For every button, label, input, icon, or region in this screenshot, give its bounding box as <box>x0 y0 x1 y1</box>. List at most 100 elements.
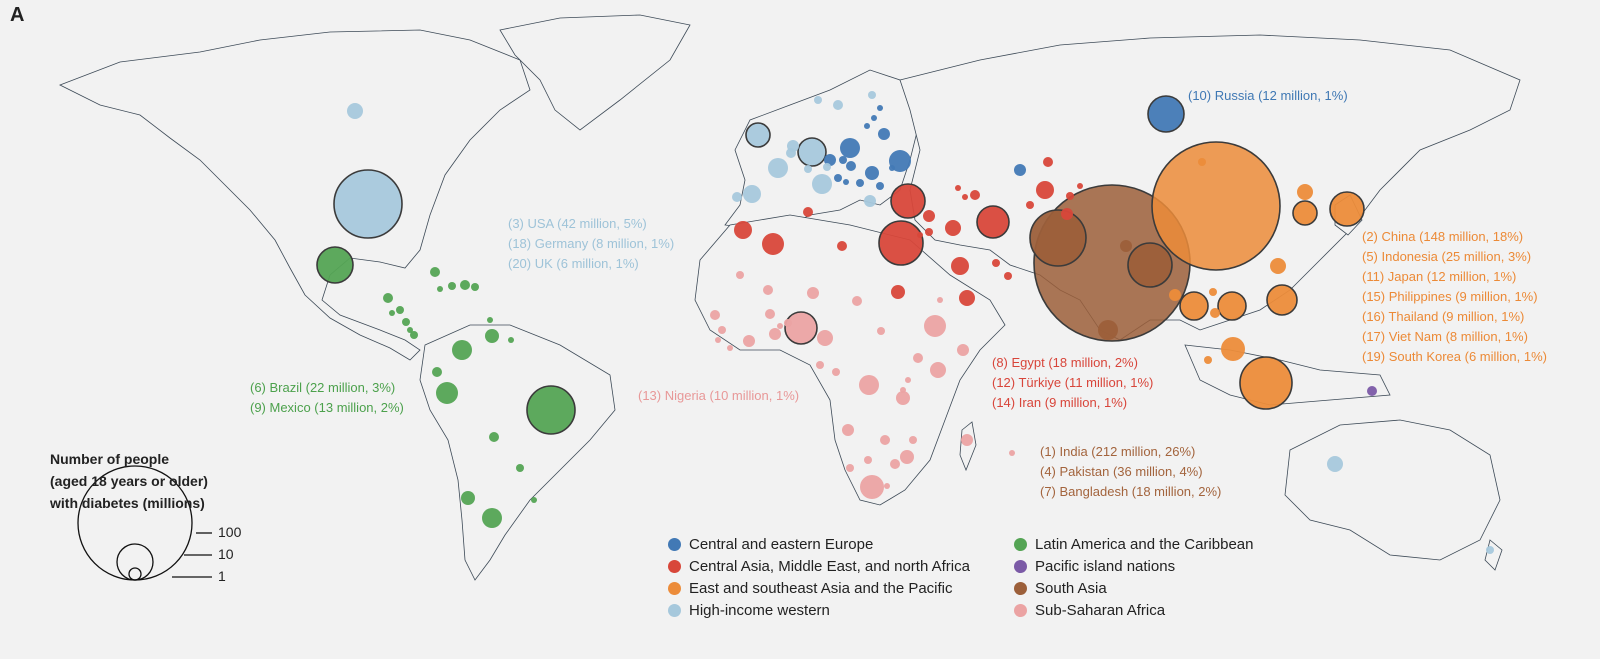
legend-item-central-asia-mena: Central Asia, Middle East, and north Afr… <box>668 558 970 575</box>
size-legend-title-line-2: (aged 18 years or older) <box>50 473 208 489</box>
size-legend-label-100: 100 <box>218 524 242 540</box>
bubble-argentina <box>482 508 502 528</box>
madagascar-outline <box>959 421 977 472</box>
bubble-tajikistan <box>1066 192 1074 200</box>
annotation-philippines: (15) Philippines (9 million, 1%) <box>1362 289 1538 304</box>
bubble-mali <box>763 285 773 295</box>
size-legend-title-line-1: Number of people <box>50 451 170 467</box>
bubble-south-korea <box>1292 200 1318 226</box>
legend-label: Central and eastern Europe <box>689 536 874 553</box>
bubble-dominican-rep <box>460 280 470 290</box>
bubble-china <box>1151 141 1281 271</box>
bubble-uk <box>745 122 771 148</box>
bubble-uganda <box>913 353 923 363</box>
bubble-cote-divoire <box>743 335 755 347</box>
annotation-iran: (14) Iran (9 million, 1%) <box>992 395 1128 410</box>
bubble-zimbabwe <box>890 459 900 469</box>
annotation-bangladesh: (7) Bangladesh (18 million, 2%) <box>1040 484 1222 499</box>
size-legend-circle-1 <box>128 567 142 581</box>
bubble-gabon <box>816 361 824 369</box>
bubble-libya <box>837 241 847 251</box>
bubble-uzbekistan <box>1036 181 1054 199</box>
bubble-belarus <box>878 128 890 140</box>
legend-label: Latin America and the Caribbean <box>1035 536 1254 553</box>
bubble-guatemala <box>383 293 393 303</box>
bubble-vietnam <box>1217 291 1247 321</box>
bubble-tunisia <box>803 207 813 217</box>
bubble-ecuador <box>432 367 442 377</box>
bubble-rwanda <box>905 377 911 383</box>
bubble-panama <box>410 331 418 339</box>
bubble-israel <box>917 232 923 238</box>
annotation-pakistan: (4) Pakistan (36 million, 4%) <box>1040 464 1203 479</box>
new-zealand-outline <box>1484 539 1503 571</box>
bubble-mauritius <box>1009 450 1015 456</box>
bubble-thailand <box>1179 291 1209 321</box>
bubble-indonesia <box>1239 356 1293 410</box>
bubble-tanzania <box>896 391 910 405</box>
size-legend-title: Number of people (aged 18 years or older… <box>50 448 208 514</box>
bubble-myanmar <box>1169 289 1181 301</box>
bubble-jordan <box>925 228 933 236</box>
bubble-new-zealand <box>1486 546 1494 554</box>
legend-swatch <box>668 604 681 617</box>
bubble-bangladesh <box>1127 242 1173 288</box>
bubble-cuba <box>430 267 440 277</box>
bubble-madagascar <box>961 434 973 446</box>
bubble-canada <box>347 103 363 119</box>
bubble-laos <box>1209 288 1217 296</box>
bubble-mexico <box>316 246 354 284</box>
bubble-ethiopia <box>924 315 946 337</box>
bubble-turkmenistan <box>1026 201 1034 209</box>
legend-label: High-income western <box>689 602 830 619</box>
bubble-uruguay <box>531 497 537 503</box>
bubble-iran <box>976 205 1010 239</box>
bubble-georgia <box>955 185 961 191</box>
bubble-venezuela <box>485 329 499 343</box>
bubble-haiti <box>448 282 456 290</box>
panel-label: A <box>10 4 25 26</box>
legend-swatch <box>668 538 681 551</box>
bubble-cameroon <box>817 330 833 346</box>
bubble-kenya <box>930 362 946 378</box>
bubble-iraq <box>945 220 961 236</box>
country-bubbles <box>316 91 1494 554</box>
bubble-mongolia-n <box>1043 157 1053 167</box>
annotation-japan: (11) Japan (12 million, 1%) <box>1362 269 1517 284</box>
bubble-portugal <box>732 192 742 202</box>
size-legend-circles <box>77 465 212 581</box>
annotation-mexico: (9) Mexico (13 million, 2%) <box>250 400 404 415</box>
bubble-poland <box>840 138 860 158</box>
bubble-sierra-leone <box>715 337 721 343</box>
bubble-guyana <box>508 337 514 343</box>
bubble-morocco <box>734 221 752 239</box>
annotation-nigeria-line: (13) Nigeria (10 million, 1%) <box>638 388 800 403</box>
bubble-oman <box>1004 272 1012 280</box>
bubble-russia <box>1147 95 1185 133</box>
bubble-latvia <box>871 115 877 121</box>
legend-swatch <box>668 582 681 595</box>
annotation-nigeria: (13) Nigeria (10 million, 1%) <box>638 386 799 406</box>
bubble-norway <box>814 96 822 104</box>
bubble-switzerland <box>804 165 812 173</box>
bubble-colombia <box>452 340 472 360</box>
bubble-burundi <box>900 387 906 393</box>
bubble-kazakhstan <box>1014 164 1026 176</box>
annotation-germany: (18) Germany (8 million, 1%) <box>508 236 675 251</box>
bubble-benin <box>784 319 792 327</box>
bubble-singapore <box>1204 356 1212 364</box>
bubble-hungary <box>846 161 856 171</box>
bubble-trinidad <box>487 317 493 323</box>
annotation-russia: (10) Russia (12 million, 1%) <box>1188 86 1348 106</box>
bubble-puerto-rico <box>471 283 479 291</box>
bubble-malawi <box>909 436 917 444</box>
bubble-slovakia <box>839 156 847 164</box>
bubble-germany <box>797 137 827 167</box>
annotation-brazil: (6) Brazil (22 million, 3%) <box>250 380 396 395</box>
bubble-saudi-arabia <box>951 257 969 275</box>
bubble-mauritania <box>736 271 744 279</box>
bubble-spain <box>743 185 761 203</box>
north-america-outline <box>59 29 531 361</box>
bubble-pakistan <box>1029 209 1087 267</box>
bubble-papua-new-guinea <box>1367 386 1377 396</box>
